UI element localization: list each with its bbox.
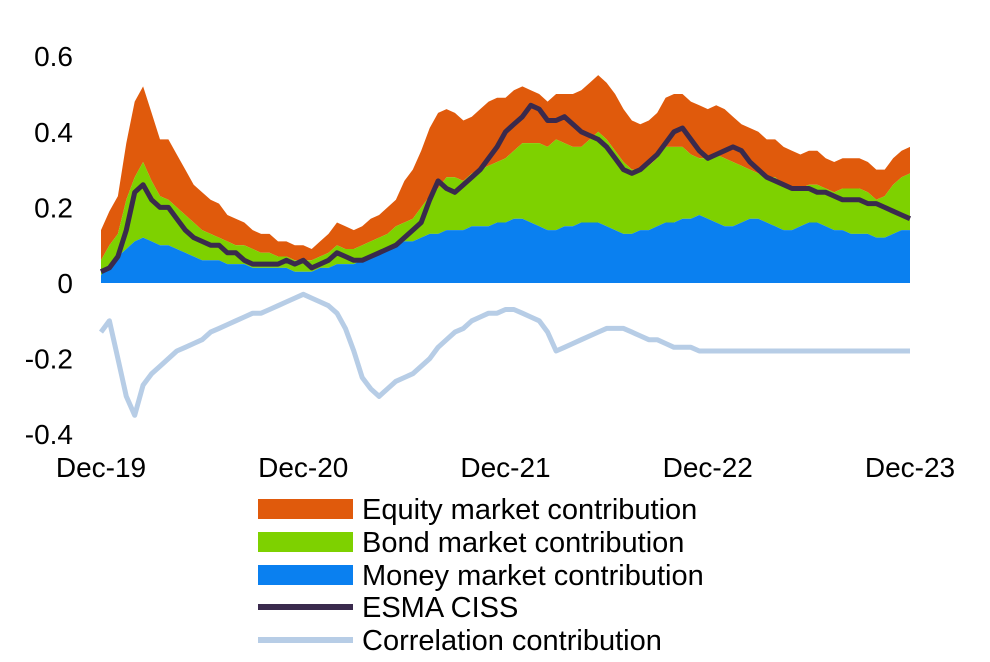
x-tick-label: Dec-21 (460, 452, 550, 483)
plot-area (98, 75, 912, 418)
x-tick-label: Dec-19 (56, 452, 146, 483)
legend-label-correlation: Correlation contribution (362, 625, 662, 657)
series-line-ciss (99, 102, 912, 274)
y-tick-label: 0.4 (34, 117, 73, 148)
legend-label-ciss: ESMA CISS (362, 592, 518, 624)
y-tick-label: -0.2 (25, 344, 73, 375)
legend-swatch-bond (258, 532, 353, 552)
y-tick-label: -0.4 (25, 419, 73, 450)
legend-label-equity: Equity market contribution (362, 494, 697, 526)
x-tick-label: Dec-23 (865, 452, 955, 483)
y-tick-label: 0 (57, 268, 73, 299)
legend-label-money: Money market contribution (362, 560, 704, 592)
y-tick-label: 0.2 (34, 192, 73, 223)
legend: Equity market contribution Bond market c… (258, 494, 704, 657)
series-area-equity (101, 75, 910, 261)
x-tick-label: Dec-22 (663, 452, 753, 483)
legend-swatch-equity (258, 499, 353, 519)
y-axis: 0.6 0.4 0.2 0 -0.2 -0.4 (25, 41, 73, 450)
series-area-money (101, 215, 910, 283)
legend-swatch-money (258, 565, 353, 585)
x-axis: Dec-19 Dec-20 Dec-21 Dec-22 Dec-23 (56, 452, 955, 483)
legend-label-bond: Bond market contribution (362, 527, 684, 559)
series-line-correlation (98, 291, 910, 418)
y-tick-label: 0.6 (34, 41, 73, 72)
series-area-bond (101, 131, 910, 276)
x-tick-label: Dec-20 (258, 452, 348, 483)
